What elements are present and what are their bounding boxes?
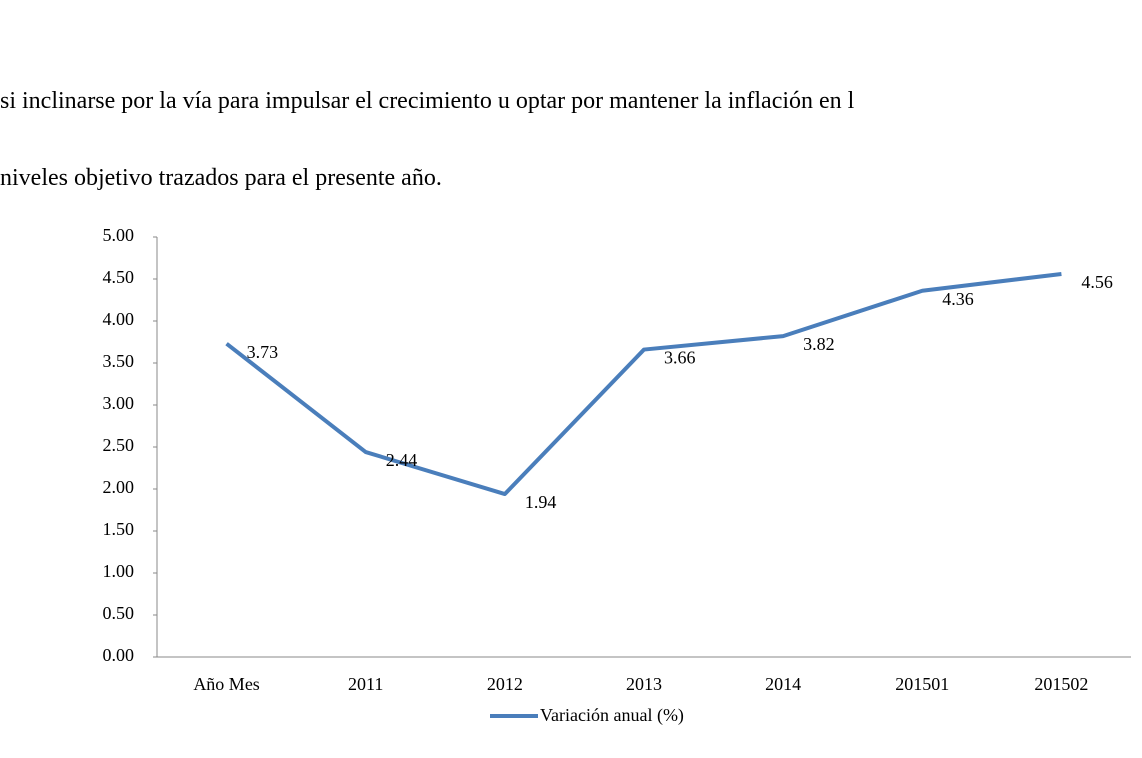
data-label: 2.44 bbox=[386, 450, 418, 470]
y-tick-label: 3.50 bbox=[103, 351, 135, 371]
data-label: 3.66 bbox=[664, 348, 696, 368]
y-tick-label: 5.00 bbox=[103, 225, 135, 245]
x-tick-label: 2013 bbox=[626, 674, 662, 694]
y-tick-label: 3.00 bbox=[103, 393, 135, 413]
x-tick-label: 201502 bbox=[1034, 674, 1088, 694]
y-tick-label: 2.00 bbox=[103, 477, 135, 497]
y-tick-label: 0.50 bbox=[103, 603, 135, 623]
data-label: 3.73 bbox=[247, 342, 278, 362]
y-tick-label: 2.50 bbox=[103, 435, 135, 455]
paragraph-line: si inclinarse por la vía para impulsar e… bbox=[0, 88, 855, 114]
data-label: 4.36 bbox=[942, 289, 974, 309]
paragraph-line: niveles objetivo trazados para el presen… bbox=[0, 165, 442, 191]
y-tick-label: 0.00 bbox=[103, 645, 135, 665]
y-tick-label: 1.00 bbox=[103, 561, 135, 581]
x-tick-label: 201501 bbox=[895, 674, 949, 694]
y-tick-label: 4.00 bbox=[103, 309, 135, 329]
data-label: 3.82 bbox=[803, 334, 835, 354]
data-label: 1.94 bbox=[525, 492, 557, 512]
x-tick-label: 2014 bbox=[765, 674, 801, 694]
x-tick-label: 2011 bbox=[348, 674, 383, 694]
data-label: 4.56 bbox=[1081, 272, 1113, 292]
data-line bbox=[225, 271, 1062, 497]
x-tick-label: 2012 bbox=[487, 674, 523, 694]
legend-label: Variación anual (%) bbox=[540, 705, 684, 726]
x-tick-label: Año Mes bbox=[193, 674, 260, 694]
y-tick-label: 4.50 bbox=[103, 267, 135, 287]
y-tick-label: 1.50 bbox=[103, 519, 135, 539]
